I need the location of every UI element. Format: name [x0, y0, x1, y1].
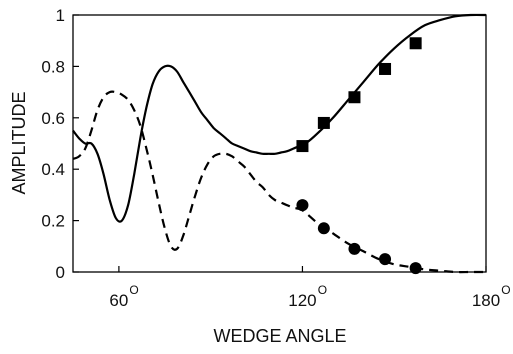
x-tick-degree-mark: O: [129, 283, 138, 297]
square-marker: [409, 37, 422, 50]
x-tick-label: 120: [288, 291, 316, 310]
y-tick-label: 0.4: [41, 160, 65, 179]
dashed-series-line: [72, 90, 486, 274]
x-axis-title: WEDGE ANGLE: [213, 326, 346, 346]
square-marker: [348, 91, 361, 104]
y-tick-label: 1: [56, 6, 65, 25]
y-tick-label: 0: [56, 263, 65, 282]
x-tick-degree-mark: O: [501, 283, 510, 297]
square-marker: [317, 116, 330, 129]
circle-marker: [317, 222, 330, 235]
x-tick-label: 60: [109, 291, 128, 310]
y-tick-label: 0.8: [41, 57, 65, 76]
circle-marker: [296, 199, 309, 212]
y-tick-label: 0.6: [41, 109, 65, 128]
square-marker: [379, 62, 392, 75]
y-axis-title: AMPLITUDE: [9, 91, 29, 194]
circle-marker: [379, 253, 392, 266]
circle-marker: [409, 262, 422, 275]
plot-frame: [72, 14, 487, 273]
series-layer: [72, 13, 487, 274]
square-marker: [296, 140, 309, 153]
y-axis-ticks: 0 0.2 0.4 0.6 0.8 1: [41, 6, 79, 282]
x-tick-degree-mark: O: [318, 283, 327, 297]
x-tick-label: 180: [472, 291, 500, 310]
marker-layer: [296, 37, 422, 275]
solid-series-line: [72, 13, 487, 223]
circle-marker: [348, 242, 361, 255]
y-tick-label: 0.2: [41, 212, 65, 231]
